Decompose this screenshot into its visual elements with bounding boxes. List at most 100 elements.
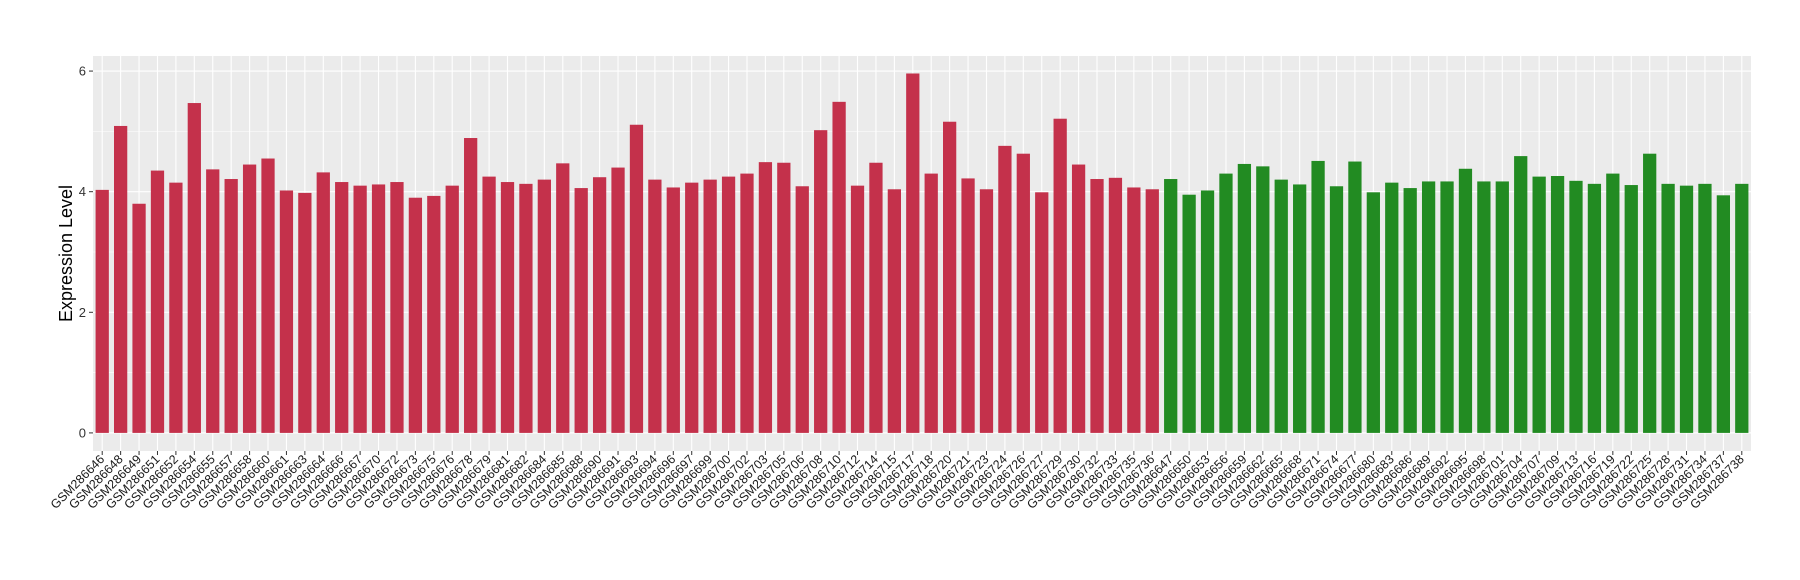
bar [1071,164,1086,433]
bar [500,182,515,433]
bar [335,182,349,433]
bar [519,183,533,433]
y-tick-label: 6 [79,64,86,79]
bar [1200,190,1215,433]
x-axis: GSM286646GSM286648GSM286649GSM286651GSM2… [48,451,1747,512]
bar [169,182,183,433]
bar [482,176,496,433]
y-axis: 0 2 4 6 [79,64,93,440]
bar [795,186,809,433]
y-tick-label: 0 [79,425,86,440]
bar [1274,179,1288,433]
bar [648,179,662,433]
bar [1182,194,1196,433]
bar [1716,195,1730,433]
bar [261,158,275,433]
bar [924,173,938,433]
bar [1127,187,1141,433]
bar [187,103,201,433]
bar [1145,189,1159,433]
bar [1053,118,1067,433]
bar [814,130,828,433]
bar [666,187,680,433]
bar [1164,179,1178,433]
bar [1532,176,1546,433]
bar [1440,181,1454,433]
bar [1403,188,1417,433]
bar [224,179,238,433]
bar [1385,182,1399,433]
bar [1477,181,1491,433]
bar [1035,192,1049,433]
bar [832,101,846,433]
bar [95,189,109,433]
bar [758,162,773,433]
bar [850,185,865,433]
bar [1698,183,1712,433]
bar [1256,166,1270,433]
bar [206,169,220,433]
bar [1606,173,1620,433]
bar [1237,163,1252,433]
bar [556,163,570,433]
bar [316,172,330,433]
bar [611,167,625,433]
bar [1366,192,1380,433]
bar [1569,180,1583,433]
bar [132,203,146,433]
bar [869,162,883,433]
bar [537,179,551,433]
bar [1329,186,1344,433]
bar [1293,184,1307,433]
bar [574,188,588,433]
bar [1643,153,1657,433]
bar [979,189,994,433]
bar [1108,177,1123,433]
bar [445,185,459,433]
bar [1661,183,1675,433]
bar [1311,160,1325,433]
bar [1550,176,1565,433]
bar [1587,183,1602,433]
bar [1090,179,1104,433]
bar [371,184,386,433]
bar [114,125,128,433]
bar [1735,183,1749,433]
bar [887,189,901,433]
bar [592,177,607,433]
bar [777,162,791,433]
bar [1348,161,1362,433]
bar [703,179,717,433]
bar [390,182,404,433]
bar [1624,185,1638,433]
plot-panel [93,56,1751,451]
bar [961,178,975,433]
bar [464,138,478,433]
bar [408,197,423,433]
bar [279,190,294,433]
bar [353,185,367,433]
bar [906,73,920,433]
bar [298,192,312,433]
y-axis-title: Expression Level [56,185,76,322]
bar [150,170,165,433]
bar [242,164,257,433]
bar [427,195,441,433]
bar [1458,168,1473,433]
bar [685,182,699,433]
y-tick-label: 2 [79,305,86,320]
bar [1219,173,1233,433]
bar [1016,153,1030,433]
bar [1495,181,1509,433]
bar [1679,185,1694,433]
bar [998,145,1012,433]
bar [629,124,644,433]
bar [1421,181,1436,433]
bar [1514,156,1528,433]
y-tick-label: 4 [79,184,86,199]
bars [95,73,1749,433]
bar [721,176,736,433]
bar [740,173,754,433]
